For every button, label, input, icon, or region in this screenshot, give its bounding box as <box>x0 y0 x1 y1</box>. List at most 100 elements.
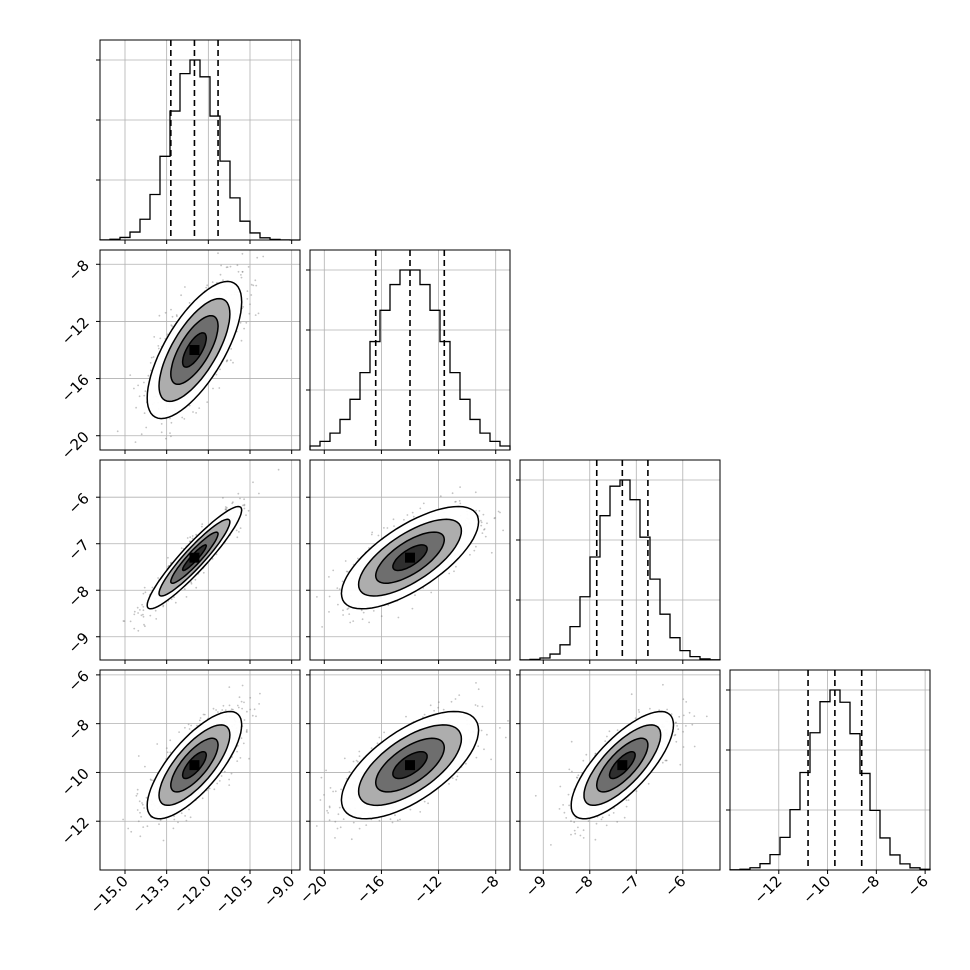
sample-point <box>140 815 143 818</box>
sample-point <box>664 759 667 762</box>
sample-point <box>383 527 385 529</box>
sample-point <box>691 723 694 726</box>
sample-point <box>372 610 375 612</box>
sample-point <box>245 731 248 733</box>
sample-point <box>336 587 339 589</box>
sample-point <box>342 614 344 616</box>
sample-point <box>186 537 189 539</box>
sample-point <box>170 435 172 438</box>
sample-point <box>241 684 244 687</box>
sample-point <box>682 714 685 717</box>
sample-point <box>356 760 359 763</box>
sample-point <box>405 715 407 718</box>
sample-point <box>212 387 214 390</box>
sample-point <box>329 787 332 789</box>
sample-point <box>685 701 688 703</box>
sample-point <box>608 730 611 733</box>
sample-point <box>458 500 461 502</box>
sample-point <box>218 387 221 389</box>
sample-point <box>162 839 165 842</box>
sample-point <box>594 838 597 841</box>
sample-point <box>162 605 165 608</box>
sample-point <box>682 746 685 748</box>
sample-point <box>180 812 183 815</box>
sample-point <box>454 698 457 700</box>
sample-point <box>142 609 145 612</box>
sample-point <box>143 586 146 589</box>
sample-point <box>183 418 186 420</box>
sample-point <box>328 576 330 578</box>
sample-point <box>490 758 492 761</box>
sample-point <box>137 629 140 632</box>
sample-point <box>165 437 167 440</box>
sample-point <box>321 626 323 628</box>
sample-point <box>216 782 219 785</box>
sample-point <box>247 509 250 512</box>
sample-point <box>188 728 191 730</box>
sample-point <box>403 518 405 521</box>
sample-point <box>448 572 451 575</box>
sample-point <box>550 844 552 846</box>
sample-point <box>232 361 234 364</box>
sample-point <box>494 517 496 519</box>
sample-point <box>173 818 176 821</box>
panel-frame <box>519 459 721 661</box>
sample-point <box>144 390 147 393</box>
sample-point <box>238 531 240 533</box>
sample-point <box>224 508 227 511</box>
sample-point <box>334 820 337 823</box>
x-tick-label: −7 <box>615 872 643 900</box>
sample-point <box>133 610 136 613</box>
sample-point <box>676 725 678 727</box>
sample-point <box>202 571 205 574</box>
x-tick-label: −15.0 <box>87 872 132 917</box>
sample-point <box>451 492 454 495</box>
sample-point <box>406 514 409 516</box>
sample-point <box>474 704 477 706</box>
sample-point <box>159 337 162 340</box>
sample-point <box>638 711 641 713</box>
sample-point <box>201 525 203 528</box>
sample-point <box>184 726 186 729</box>
sample-point <box>320 776 323 779</box>
sample-point <box>129 374 132 376</box>
sample-point <box>419 811 422 813</box>
sample-point <box>165 747 168 749</box>
sample-point <box>180 547 183 549</box>
density-peak <box>617 760 628 771</box>
sample-point <box>246 729 248 731</box>
sample-point <box>595 822 598 825</box>
sample-point <box>255 715 257 718</box>
sample-point <box>170 421 173 424</box>
sample-point <box>171 325 174 328</box>
sample-point <box>253 708 256 711</box>
sample-point <box>256 256 259 259</box>
histogram-panel-0 <box>96 39 301 244</box>
sample-point <box>236 750 239 753</box>
sample-point <box>184 815 187 817</box>
sample-point <box>146 825 149 828</box>
sample-point <box>571 770 573 773</box>
sample-point <box>243 719 246 721</box>
sample-point <box>242 306 245 308</box>
sample-point <box>219 273 222 276</box>
sample-point <box>439 495 442 498</box>
histogram-panel-1 <box>306 249 511 454</box>
sample-point <box>228 778 231 781</box>
sample-point <box>144 625 146 628</box>
sample-point <box>259 692 261 695</box>
sample-point <box>220 775 223 777</box>
sample-point <box>430 591 433 594</box>
sample-point <box>249 303 251 306</box>
sample-point <box>133 627 136 630</box>
scatter-panel-2-0: −9 −8 −7 −6 <box>64 459 301 664</box>
sample-point <box>144 765 146 768</box>
sample-point <box>448 783 450 785</box>
sample-point <box>140 433 143 436</box>
sample-point <box>675 740 678 743</box>
sample-point <box>414 594 416 597</box>
sample-point <box>348 613 351 615</box>
sample-point <box>370 533 373 536</box>
sample-point <box>190 724 193 727</box>
sample-point <box>486 733 488 736</box>
